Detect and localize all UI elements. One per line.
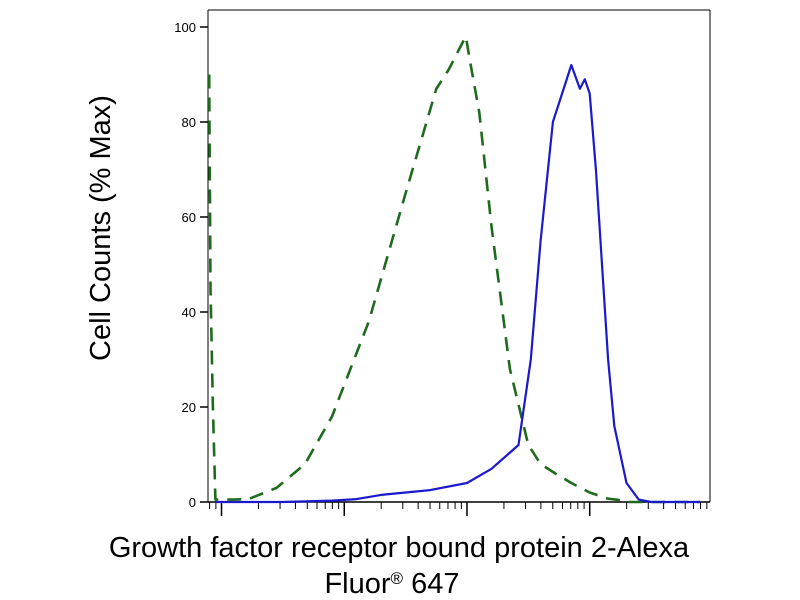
series-line-dashed (207, 35, 701, 504)
x-axis-label-line1: Growth factor receptor bound protein 2-A… (109, 532, 690, 564)
x-axis-label-line2: Fluor® 647 (324, 568, 459, 600)
y-tick-label: 100 (174, 20, 196, 35)
x-axis-label-line2-main: Fluor (324, 568, 390, 600)
y-tick-label: 0 (189, 495, 196, 510)
y-axis-ticks: 0 20 40 60 80 100 (174, 20, 208, 510)
x-axis-ticks (209, 502, 708, 516)
series-group (207, 35, 701, 504)
y-axis-label: Cell Counts (% Max) (85, 95, 117, 361)
x-axis-label-line2-tail: 647 (403, 568, 459, 600)
y-tick-label: 40 (182, 305, 196, 320)
y-tick-label: 20 (182, 400, 196, 415)
y-tick-label: 80 (182, 115, 196, 130)
series-line-solid (215, 63, 701, 504)
plot-frame (207, 9, 711, 503)
x-axis-label-registered-mark: ® (391, 569, 404, 588)
y-tick-label: 60 (182, 210, 196, 225)
